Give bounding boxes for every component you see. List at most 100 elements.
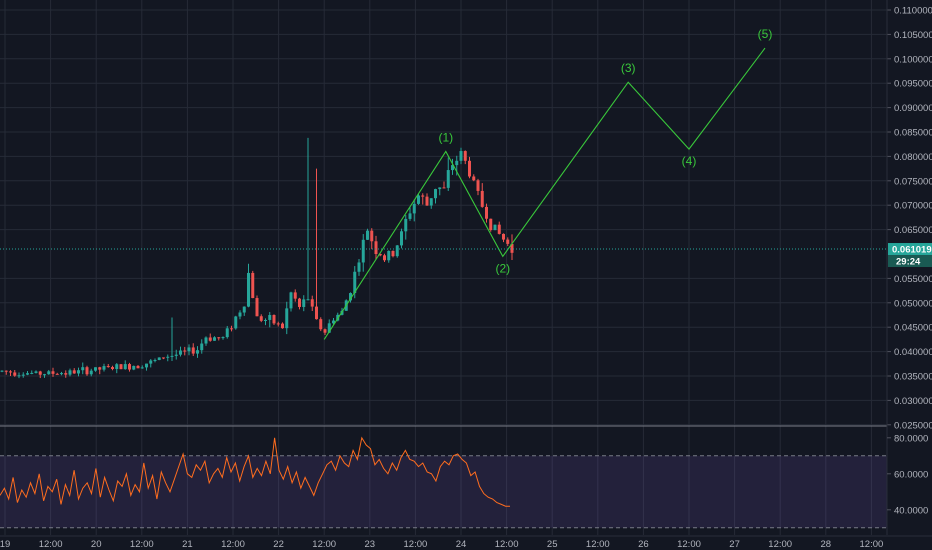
candle-body bbox=[34, 371, 38, 373]
price-tick-label: 0.08500000 bbox=[894, 128, 932, 139]
candle bbox=[43, 373, 46, 378]
candle bbox=[140, 365, 144, 369]
candle-body bbox=[463, 151, 467, 161]
candle bbox=[319, 317, 323, 332]
candle-body bbox=[13, 372, 17, 376]
candle-body bbox=[38, 371, 42, 375]
candle bbox=[13, 370, 17, 377]
candle bbox=[463, 150, 467, 165]
candle-body bbox=[370, 230, 374, 242]
candle bbox=[476, 178, 480, 196]
candle-body bbox=[9, 371, 12, 373]
time-tick-label: 12:00 bbox=[586, 539, 610, 550]
price-tick-label: 0.06500000 bbox=[894, 225, 932, 236]
rsi-tick-label: 60.0000 bbox=[894, 469, 928, 480]
rsi-tick-label: 40.0000 bbox=[894, 505, 928, 516]
candle-body bbox=[89, 370, 93, 375]
candle bbox=[208, 333, 212, 342]
candle-body bbox=[298, 298, 301, 307]
candle-body bbox=[497, 224, 501, 234]
candle-body bbox=[395, 245, 399, 257]
candle bbox=[387, 250, 391, 263]
candle bbox=[174, 349, 178, 360]
price-tick-label: 0.04000000 bbox=[894, 347, 932, 358]
price-tick-label: 0.03500000 bbox=[894, 372, 932, 383]
candle bbox=[285, 301, 289, 335]
candle-body bbox=[485, 206, 488, 219]
candle-body bbox=[64, 373, 68, 375]
current-price-tag-bg bbox=[888, 243, 932, 256]
candle-body bbox=[332, 320, 335, 324]
candle-body bbox=[310, 299, 314, 307]
candle bbox=[132, 365, 136, 371]
wave-line bbox=[323, 47, 766, 340]
candle bbox=[72, 368, 76, 374]
candle bbox=[357, 258, 361, 276]
wave-label: (5) bbox=[758, 27, 773, 41]
candle bbox=[51, 367, 55, 377]
candle-body bbox=[442, 187, 446, 189]
candle bbox=[502, 233, 505, 243]
candle-body bbox=[174, 354, 178, 356]
candle-body bbox=[170, 355, 174, 357]
candle-body bbox=[353, 271, 357, 294]
candle-body bbox=[251, 272, 255, 299]
candle bbox=[102, 363, 106, 372]
candle-body bbox=[21, 374, 25, 376]
candle-body bbox=[98, 367, 102, 370]
candle bbox=[349, 292, 352, 303]
candle-body bbox=[132, 365, 136, 370]
candle bbox=[98, 366, 102, 375]
candle-body bbox=[425, 196, 429, 206]
candle-body bbox=[106, 366, 110, 368]
candle-body bbox=[217, 337, 221, 339]
candle-body bbox=[204, 337, 208, 344]
candle-body bbox=[140, 367, 144, 369]
candle-body bbox=[145, 363, 148, 368]
candle-body bbox=[510, 243, 514, 253]
time-tick-label: 12:00 bbox=[130, 539, 154, 550]
candle-body bbox=[455, 160, 459, 166]
candle-body bbox=[81, 367, 85, 371]
candle-body bbox=[179, 350, 182, 355]
candle-body bbox=[319, 319, 323, 330]
candle-body bbox=[268, 315, 272, 320]
candle bbox=[196, 346, 199, 358]
wave-label: (1) bbox=[438, 131, 453, 145]
candle bbox=[157, 357, 161, 361]
candle-body bbox=[149, 360, 153, 364]
candle-body bbox=[489, 218, 493, 231]
candle bbox=[255, 295, 259, 317]
candle bbox=[451, 158, 454, 175]
candle bbox=[408, 207, 412, 221]
candle-body bbox=[259, 316, 263, 321]
candle bbox=[77, 367, 80, 377]
candle-body bbox=[323, 329, 327, 333]
candle-body bbox=[255, 298, 259, 317]
candle bbox=[434, 188, 437, 204]
candle bbox=[238, 310, 242, 320]
candle-body bbox=[60, 373, 63, 375]
elliott-wave-projection: (1) (2) (3) (4) (5) bbox=[323, 27, 773, 340]
candle-body bbox=[412, 203, 416, 214]
candle bbox=[472, 174, 476, 182]
candle-body bbox=[68, 370, 72, 375]
candle-body bbox=[162, 357, 165, 359]
candle-body bbox=[111, 367, 114, 369]
candle-body bbox=[230, 328, 233, 330]
candle-body bbox=[221, 337, 225, 339]
countdown-tag-bg bbox=[888, 255, 932, 268]
candle bbox=[68, 368, 72, 377]
candle-body bbox=[0, 370, 4, 372]
price-tick-label: 0.03000000 bbox=[894, 396, 932, 407]
candle bbox=[493, 224, 497, 231]
candle bbox=[34, 370, 38, 374]
candle-body bbox=[281, 323, 284, 329]
candle bbox=[30, 370, 34, 375]
time-tick-label: 23 bbox=[365, 539, 376, 550]
candle bbox=[64, 370, 68, 378]
candle bbox=[111, 365, 114, 371]
time-tick-label: 12:00 bbox=[860, 539, 884, 550]
candle bbox=[4, 370, 8, 375]
